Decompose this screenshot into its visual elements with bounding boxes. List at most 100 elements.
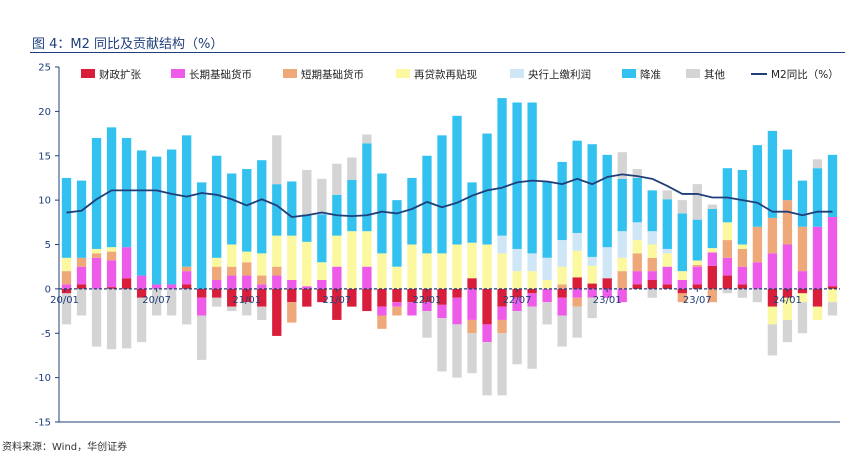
bar-segment — [632, 253, 642, 272]
bar-segment — [242, 302, 252, 316]
bar-segment — [767, 217, 778, 254]
bar-segment — [617, 231, 627, 258]
bar-segment — [707, 209, 717, 249]
bar-segment — [587, 288, 597, 298]
bar-segment — [482, 288, 492, 325]
bar-segment — [587, 297, 597, 319]
bar-segment — [212, 280, 222, 289]
bar-segment — [257, 253, 267, 276]
bar-segment — [136, 288, 147, 298]
bar-segment — [407, 288, 417, 303]
bar-segment — [662, 248, 672, 254]
bar-segment — [542, 288, 552, 303]
bar-segment — [407, 244, 417, 289]
bar-segment — [91, 138, 102, 249]
bar-segment — [752, 226, 763, 263]
chart-title: 图 4：M2 同比及贡献结构（%） — [32, 37, 224, 52]
bar-segment — [617, 178, 627, 232]
bar-segment — [422, 302, 432, 312]
bar-segment — [782, 244, 793, 289]
bar-segment — [257, 284, 267, 289]
bar-segment — [106, 287, 117, 289]
bar-segment — [557, 315, 567, 347]
bar-segment — [182, 266, 192, 272]
bar-segment — [617, 152, 627, 179]
bar-segment — [257, 160, 267, 254]
bar-segment — [347, 179, 357, 232]
bar-segment — [422, 311, 432, 338]
bar-segment — [662, 266, 672, 285]
bar-segment — [227, 173, 237, 245]
bar-segment — [602, 247, 612, 279]
bar-segment — [227, 275, 237, 289]
bar-segment — [377, 253, 387, 289]
bar-segment — [632, 177, 642, 223]
bar-segment — [557, 297, 567, 316]
bar-segment — [437, 135, 447, 254]
bar-segment — [227, 288, 237, 307]
bar-segment — [497, 253, 507, 289]
bar-segment — [692, 219, 702, 261]
bar-segment — [377, 288, 387, 307]
bar-segment — [197, 315, 207, 360]
bar-segment — [151, 156, 162, 285]
bar-segment — [106, 127, 117, 248]
legend: 财政扩张 长期基础货币 短期基础货币 再贷款再贴现 央行上缴利润 降准 其他 M2同比（%） — [81, 68, 839, 81]
bar-segment — [512, 271, 522, 289]
bar-segment — [452, 324, 462, 378]
bar-segment — [287, 235, 297, 280]
bar-segment — [272, 275, 282, 289]
bar-segment — [767, 306, 778, 325]
bar-segment — [647, 231, 657, 245]
legend-swatch — [510, 69, 524, 78]
bar-segment — [782, 288, 793, 298]
bar-segment — [482, 324, 492, 343]
bar-segment — [437, 304, 447, 319]
bar-segment — [106, 247, 117, 252]
bar-segment — [752, 262, 763, 289]
bar-segment — [151, 284, 162, 289]
bar-segment — [91, 288, 102, 347]
bar-segment — [542, 280, 552, 289]
bar-segment — [782, 149, 793, 201]
bar-segment — [812, 168, 823, 227]
bar-segment — [722, 222, 733, 241]
bar-segment — [272, 235, 282, 267]
bar-segment — [287, 181, 297, 236]
bar-segment — [482, 342, 492, 396]
bar-segment — [722, 288, 733, 294]
bar-segment — [677, 288, 687, 294]
legend-label: 降准 — [640, 68, 661, 81]
bar-segment — [482, 244, 492, 289]
bar-segment — [242, 288, 252, 303]
bar-segment — [452, 244, 462, 289]
bar-segment — [497, 98, 507, 236]
bar-segment — [542, 181, 552, 258]
bar-segment — [647, 280, 657, 289]
x-tick-label: 24/01 — [773, 295, 802, 306]
bar-segment — [662, 253, 672, 267]
bar-segment — [737, 244, 748, 249]
legend-label: 长期基础货币 — [189, 68, 252, 81]
bar-segment — [392, 306, 402, 316]
bar-segment — [106, 251, 117, 261]
bar-segment — [617, 271, 627, 289]
bar-segment — [332, 288, 342, 320]
bar-segment — [317, 214, 327, 263]
bar-segment — [572, 140, 582, 233]
bar-segment — [527, 306, 537, 369]
bar-segment — [632, 284, 642, 289]
bar-segment — [362, 266, 372, 289]
bar-segment — [332, 163, 342, 195]
bar-segment — [91, 248, 102, 254]
legend-label: 财政扩张 — [99, 68, 141, 81]
bar-segment — [512, 311, 522, 365]
bar-segment — [332, 235, 342, 267]
bar-segment — [437, 318, 447, 372]
bar-segment — [136, 275, 147, 289]
bar-segment — [362, 231, 372, 267]
x-tick-label: 23/07 — [683, 295, 712, 306]
bar-segment — [197, 182, 207, 289]
bar-segment — [317, 280, 327, 289]
bar-segment — [467, 242, 477, 279]
